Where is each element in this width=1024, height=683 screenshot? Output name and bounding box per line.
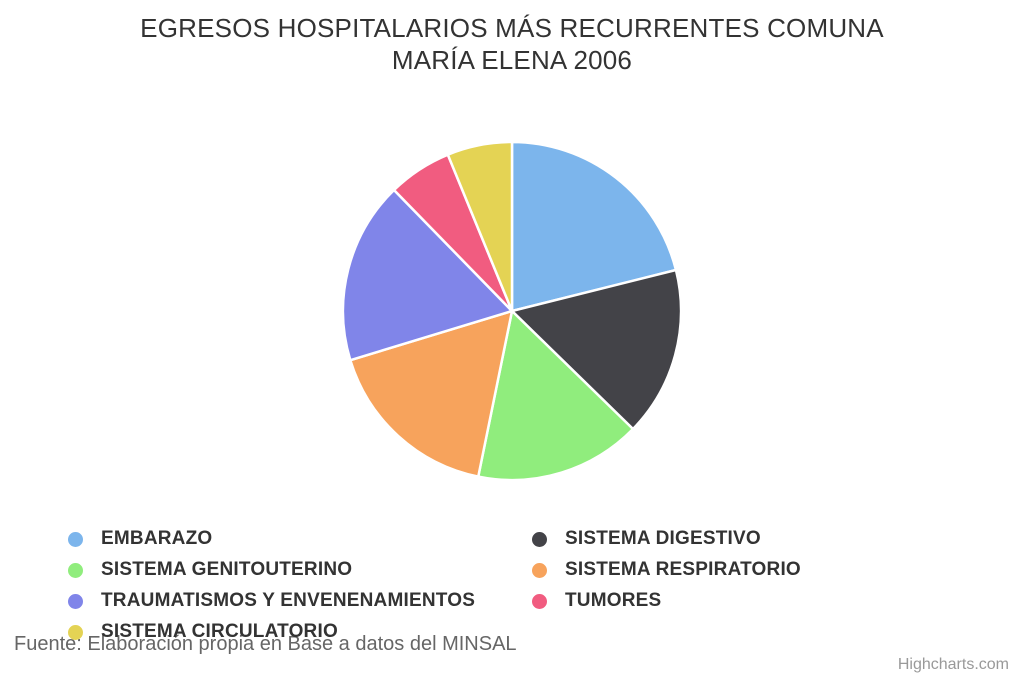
legend-item-sistema-digestivo[interactable]: SISTEMA DIGESTIVO xyxy=(532,528,952,550)
legend-item-sistema-genitouterino[interactable]: SISTEMA GENITOUTERINO xyxy=(68,559,532,581)
pie-slice-sistema-respiratorio[interactable] xyxy=(349,309,514,478)
pie-chart-svg xyxy=(341,140,683,482)
legend: EMBARAZO SISTEMA DIGESTIVO SISTEMA GENIT… xyxy=(68,528,952,643)
legend-marker-circle-icon xyxy=(68,624,83,640)
legend-item-sistema-respiratorio[interactable]: SISTEMA RESPIRATORIO xyxy=(532,559,952,581)
highcharts-credit-link[interactable]: Highcharts.com xyxy=(897,656,1009,673)
legend-marker-circle-icon xyxy=(68,593,83,609)
legend-label: SISTEMA CIRCULATORIO xyxy=(101,621,338,642)
pie-slice-embarazo[interactable] xyxy=(510,140,678,313)
legend-item-embarazo[interactable]: EMBARAZO xyxy=(68,528,532,550)
pie-chart xyxy=(332,131,692,491)
legend-label: SISTEMA DIGESTIVO xyxy=(565,528,761,549)
legend-item-tumores[interactable]: TUMORES xyxy=(532,590,952,612)
chart-title: EGRESOS HOSPITALARIOS MÁS RECURRENTES CO… xyxy=(0,13,1024,76)
chart-title-line1: EGRESOS HOSPITALARIOS MÁS RECURRENTES CO… xyxy=(140,13,884,43)
legend-label: SISTEMA GENITOUTERINO xyxy=(101,559,353,580)
pie-slice-sistema-digestivo[interactable] xyxy=(510,268,683,431)
legend-item-sistema-circulatorio[interactable]: SISTEMA CIRCULATORIO xyxy=(68,621,532,643)
chart-title-line2: MARÍA ELENA 2006 xyxy=(391,44,633,75)
legend-marker-circle-icon xyxy=(532,531,547,547)
legend-item-traumatismos-y-envenenamientos[interactable]: TRAUMATISMOS Y ENVENENAMIENTOS xyxy=(68,590,532,612)
legend-label: SISTEMA RESPIRATORIO xyxy=(565,559,801,580)
source-note: Fuente: Elaboración propia en Base a dat… xyxy=(14,633,517,655)
pie-slice-traumatismos-y-envenenamientos[interactable] xyxy=(341,188,514,362)
legend-label: TUMORES xyxy=(565,590,662,611)
legend-marker-circle-icon xyxy=(68,562,83,578)
legend-marker-circle-icon xyxy=(532,562,547,578)
legend-marker-circle-icon xyxy=(532,593,547,609)
legend-marker-circle-icon xyxy=(68,531,83,547)
pie-slice-sistema-genitouterino[interactable] xyxy=(477,309,635,482)
pie-slice-sistema-circulatorio[interactable] xyxy=(446,140,514,313)
legend-label: TRAUMATISMOS Y ENVENENAMIENTOS xyxy=(101,590,476,611)
legend-label: EMBARAZO xyxy=(101,528,213,549)
